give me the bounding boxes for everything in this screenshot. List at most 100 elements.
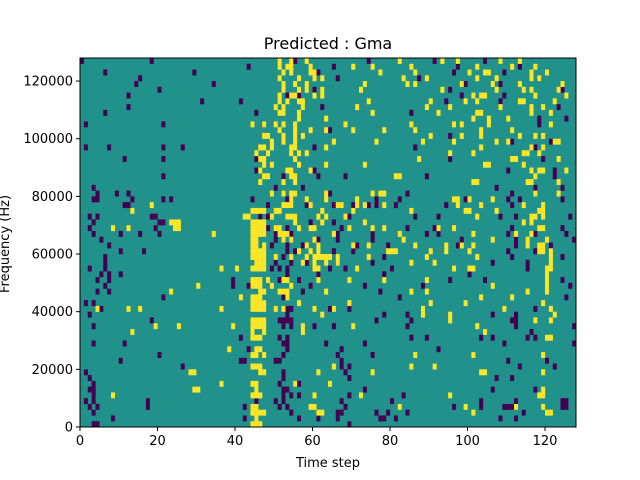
- heatmap-cell-low: [498, 81, 503, 87]
- heatmap-cell-low: [405, 311, 410, 318]
- heatmap-cell-high: [444, 242, 449, 249]
- heatmap-cell-high: [269, 144, 274, 151]
- heatmap-cell-low: [103, 109, 108, 116]
- x-axis: 0 20 40 60 80 100 120: [76, 427, 557, 449]
- heatmap-cell-high: [475, 109, 480, 116]
- heatmap-cell-low: [347, 363, 352, 370]
- heatmap-cell-low: [211, 81, 216, 87]
- x-tick-label: 60: [304, 434, 321, 449]
- heatmap-cell-high: [297, 86, 302, 93]
- heatmap-cell-high: [541, 225, 546, 232]
- heatmap-cell-high: [498, 58, 503, 64]
- heatmap-cell-high: [176, 219, 181, 226]
- heatmap-cell-high: [463, 98, 468, 105]
- heatmap-cell-low: [331, 323, 336, 330]
- heatmap-cell-low: [285, 242, 290, 249]
- heatmap-cell-high: [250, 236, 255, 243]
- heatmap-cell-low: [91, 219, 96, 226]
- heatmap-cell-low: [514, 213, 519, 220]
- heatmap-cell-high: [413, 127, 418, 134]
- heatmap-cell-high: [541, 132, 546, 139]
- heatmap-cell-low: [277, 317, 282, 324]
- heatmap-cell-low: [285, 403, 290, 410]
- heatmap-cell-high: [254, 323, 259, 330]
- heatmap-cell-high: [335, 202, 340, 209]
- heatmap-cell-high: [424, 254, 429, 260]
- heatmap-cell-low: [304, 202, 309, 209]
- heatmap-cell-high: [277, 58, 282, 64]
- heatmap-cell-high: [308, 403, 313, 410]
- heatmap-cell-low: [83, 369, 88, 376]
- heatmap-cell-low: [242, 357, 247, 364]
- heatmap-cell-high: [111, 225, 116, 232]
- heatmap-cell-low: [533, 184, 538, 191]
- heatmap-cell-low: [448, 132, 453, 139]
- heatmap-cell-low: [103, 282, 108, 289]
- heatmap-cell-low: [238, 357, 243, 364]
- heatmap-cell-high: [273, 254, 278, 260]
- heatmap-cell-low: [347, 305, 352, 312]
- heatmap-cell-low: [91, 196, 96, 203]
- heatmap-cell-high: [537, 167, 542, 174]
- heatmap-cell-low: [161, 121, 166, 128]
- heatmap-cell-high: [390, 248, 395, 255]
- heatmap-cell-low: [436, 230, 441, 237]
- heatmap-cell-high: [250, 225, 255, 232]
- heatmap-cell-high: [409, 121, 414, 128]
- heatmap-cell-high: [545, 409, 550, 416]
- heatmap-cell-high: [324, 213, 329, 220]
- heatmap-cell-high: [401, 75, 406, 82]
- heatmap-cell-high: [254, 150, 259, 157]
- heatmap-cell-high: [312, 236, 317, 243]
- heatmap-cell-high: [351, 127, 356, 134]
- heatmap-cell-high: [529, 109, 534, 116]
- heatmap-cell-low: [564, 294, 569, 301]
- heatmap-cell-high: [250, 403, 255, 410]
- heatmap-cell-high: [281, 69, 286, 76]
- heatmap-cell-high: [316, 277, 321, 284]
- heatmap-cell-high: [320, 409, 325, 416]
- heatmap-cell-high: [130, 207, 135, 214]
- heatmap-cell-low: [382, 254, 387, 260]
- heatmap-cell-high: [258, 288, 263, 295]
- heatmap-cell-high: [316, 409, 321, 416]
- heatmap-cell-high: [490, 81, 495, 87]
- heatmap-cell-high: [258, 259, 263, 266]
- heatmap-cell-high: [545, 282, 550, 289]
- heatmap-cell-high: [533, 190, 538, 197]
- heatmap-cell-high: [289, 150, 294, 157]
- heatmap-cell-high: [254, 282, 259, 289]
- heatmap-cell-high: [269, 161, 274, 168]
- heatmap-cell-low: [537, 121, 542, 128]
- heatmap-cell-low: [506, 230, 511, 237]
- heatmap-cell-high: [258, 248, 263, 255]
- heatmap-cell-low: [374, 409, 379, 416]
- heatmap-cell-low: [149, 58, 154, 64]
- heatmap-cell-high: [258, 179, 263, 185]
- heatmap-cell-high: [475, 213, 480, 220]
- heatmap-cell-high: [529, 69, 534, 76]
- heatmap-cell-high: [514, 230, 519, 237]
- heatmap-cell-low: [293, 58, 298, 64]
- heatmap-cell-low: [335, 415, 340, 422]
- heatmap-cell-high: [502, 305, 507, 312]
- y-tick-label: 0: [65, 421, 73, 436]
- heatmap-cell-high: [308, 69, 313, 76]
- heatmap-cell-low: [331, 63, 336, 70]
- heatmap-cell-low: [490, 259, 495, 266]
- heatmap-cell-low: [541, 156, 546, 162]
- heatmap-cell-high: [169, 219, 174, 226]
- heatmap-cell-low: [91, 184, 96, 191]
- heatmap-cell-high: [277, 288, 282, 295]
- heatmap-cell-high: [312, 305, 317, 312]
- heatmap-cell-low: [285, 92, 290, 99]
- heatmap-cell-low: [366, 202, 371, 209]
- heatmap-cell-high: [452, 225, 457, 232]
- heatmap-cell-low: [405, 323, 410, 330]
- heatmap-cell-low: [91, 230, 96, 237]
- heatmap-cell-high: [300, 98, 305, 105]
- heatmap-cell-high: [254, 346, 259, 353]
- heatmap-cell-high: [262, 259, 267, 266]
- heatmap-cell-high: [537, 225, 542, 232]
- heatmap-cell-low: [320, 104, 325, 111]
